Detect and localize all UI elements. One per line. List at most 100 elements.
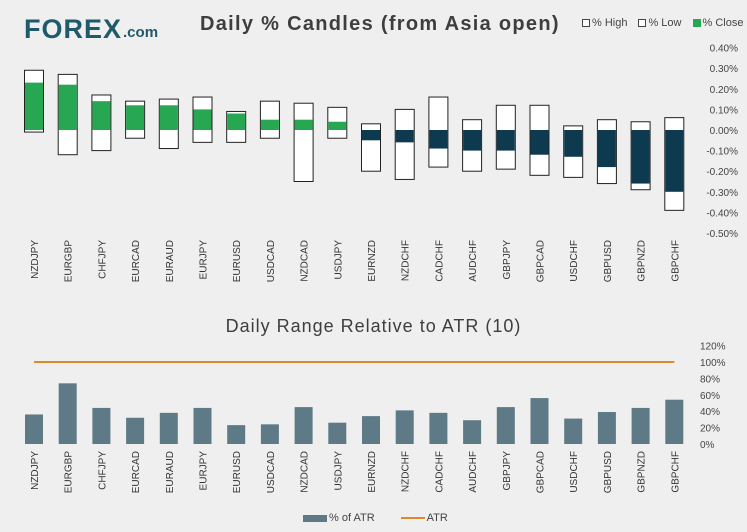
atr-bar (92, 407, 111, 444)
x-tick-label: NZDCHF (401, 240, 412, 281)
atr-bar (496, 407, 515, 444)
x-tick-label: CADCHF (434, 451, 445, 493)
y-tick-label: 80% (700, 374, 720, 385)
legend-swatch-low (638, 19, 647, 27)
x-tick-label: EURNZD (367, 451, 378, 493)
atr-bar (328, 422, 347, 444)
atr-bar (58, 383, 77, 444)
legend-swatch-atr-line (400, 517, 425, 519)
candle-close-bar (294, 119, 313, 130)
x-tick-label: AUDCHF (468, 451, 479, 493)
x-tick-label: EURCAD (131, 451, 142, 493)
y-tick-label: 0.20% (710, 85, 738, 96)
x-tick-label: GBPCHF (670, 451, 681, 493)
x-tick-label: USDCAD (266, 240, 277, 282)
candle-close-bar (92, 101, 111, 130)
atr-bar (395, 410, 414, 444)
candle-range-box (293, 102, 314, 182)
logo-domain: .com (123, 24, 159, 41)
x-tick-label: NZDJPY (30, 240, 41, 279)
candles-chart-title: Daily % Candles (from Asia open) (200, 13, 560, 35)
forex-logo: FOREX .com (24, 12, 158, 44)
candle-close-bar (260, 119, 279, 130)
atr-bar (25, 414, 43, 444)
x-tick-label: NZDCAD (300, 451, 311, 493)
candle-close-bar (126, 105, 145, 130)
legend-label-low: % Low (648, 17, 682, 29)
x-tick-label: GBPCAD (536, 451, 547, 493)
legend-swatch-atr-bars (303, 514, 327, 522)
legend-swatch-close (692, 19, 701, 27)
y-tick-label: -0.40% (706, 208, 738, 219)
x-tick-label: EURJPY (199, 240, 210, 280)
atr-bar (159, 412, 178, 444)
candle-close-bar (227, 113, 246, 130)
x-tick-label: CHFJPY (97, 451, 108, 490)
x-tick-label: EURCAD (131, 240, 142, 282)
atr-bar (564, 418, 583, 444)
atr-bar (597, 412, 616, 444)
x-tick-label: GBPJPY (502, 451, 513, 491)
candle-close-bar (597, 130, 616, 168)
atr-bar (463, 420, 482, 444)
legend-label-close: % Close (702, 17, 744, 29)
x-tick-label: CADCHF (434, 240, 445, 282)
legend-label-atr-line: ATR (426, 512, 448, 524)
x-tick-label: GBPUSD (603, 240, 614, 282)
y-tick-label: -0.30% (706, 188, 738, 199)
x-tick-label: GBPNZD (637, 451, 648, 493)
y-tick-label: 0.30% (710, 64, 738, 75)
legend-swatch-high (582, 19, 590, 27)
candle-close-bar (362, 130, 380, 141)
legend-item-close: % Close (692, 17, 744, 29)
x-tick-label: GBPCHF (670, 240, 681, 282)
y-tick-label: 40% (700, 407, 720, 418)
legend-label-atr-bars: % of ATR (329, 512, 375, 524)
candles-legend: % High % Low % Close (582, 17, 743, 29)
x-tick-label: EURUSD (232, 451, 243, 493)
atr-bar (429, 412, 448, 444)
x-tick-label: NZDCHF (401, 451, 412, 492)
x-tick-label: EURGBP (64, 451, 75, 494)
x-tick-label: GBPUSD (603, 451, 614, 493)
y-tick-label: 60% (700, 391, 720, 402)
x-tick-label: USDCHF (569, 240, 580, 282)
atr-bar (362, 416, 380, 444)
legend-item-atr-bars: % of ATR (303, 512, 375, 524)
candle-close-bar (530, 130, 549, 155)
y-tick-label: 0.00% (710, 126, 738, 137)
x-tick-label: EURGBP (64, 240, 75, 283)
candle-close-bar (58, 84, 77, 130)
x-tick-label: CHFJPY (97, 240, 108, 279)
y-tick-label: -0.50% (706, 229, 738, 240)
x-tick-label: EURAUD (165, 240, 176, 282)
atr-bar (294, 407, 313, 444)
candle-close-bar (665, 130, 684, 192)
x-tick-label: NZDJPY (30, 451, 41, 490)
candle-close-bar (193, 109, 212, 130)
candle-close-bar (496, 130, 515, 151)
y-tick-label: 100% (700, 358, 726, 369)
logo-wordmark: FOREX (24, 14, 123, 44)
atr-bar (126, 417, 145, 444)
legend-label-high: % High (592, 17, 628, 29)
candle-range-box (394, 108, 415, 180)
candle-close-bar (631, 130, 650, 184)
x-tick-label: NZDCAD (300, 240, 311, 282)
x-tick-label: EURUSD (232, 240, 243, 282)
x-tick-label: GBPJPY (502, 240, 513, 280)
legend-item-high: % High (582, 17, 627, 29)
y-tick-label: -0.10% (706, 147, 738, 158)
x-tick-label: EURJPY (199, 451, 210, 491)
atr-bar (530, 398, 549, 444)
x-tick-label: USDJPY (333, 240, 344, 280)
atr-bar (260, 424, 279, 444)
legend-item-low: % Low (638, 17, 682, 29)
x-tick-label: EURAUD (165, 451, 176, 493)
y-tick-label: -0.20% (706, 167, 738, 178)
atr-bar (665, 399, 684, 444)
candle-close-bar (463, 130, 482, 151)
x-tick-label: USDJPY (333, 451, 344, 491)
atr-bar (227, 425, 246, 444)
